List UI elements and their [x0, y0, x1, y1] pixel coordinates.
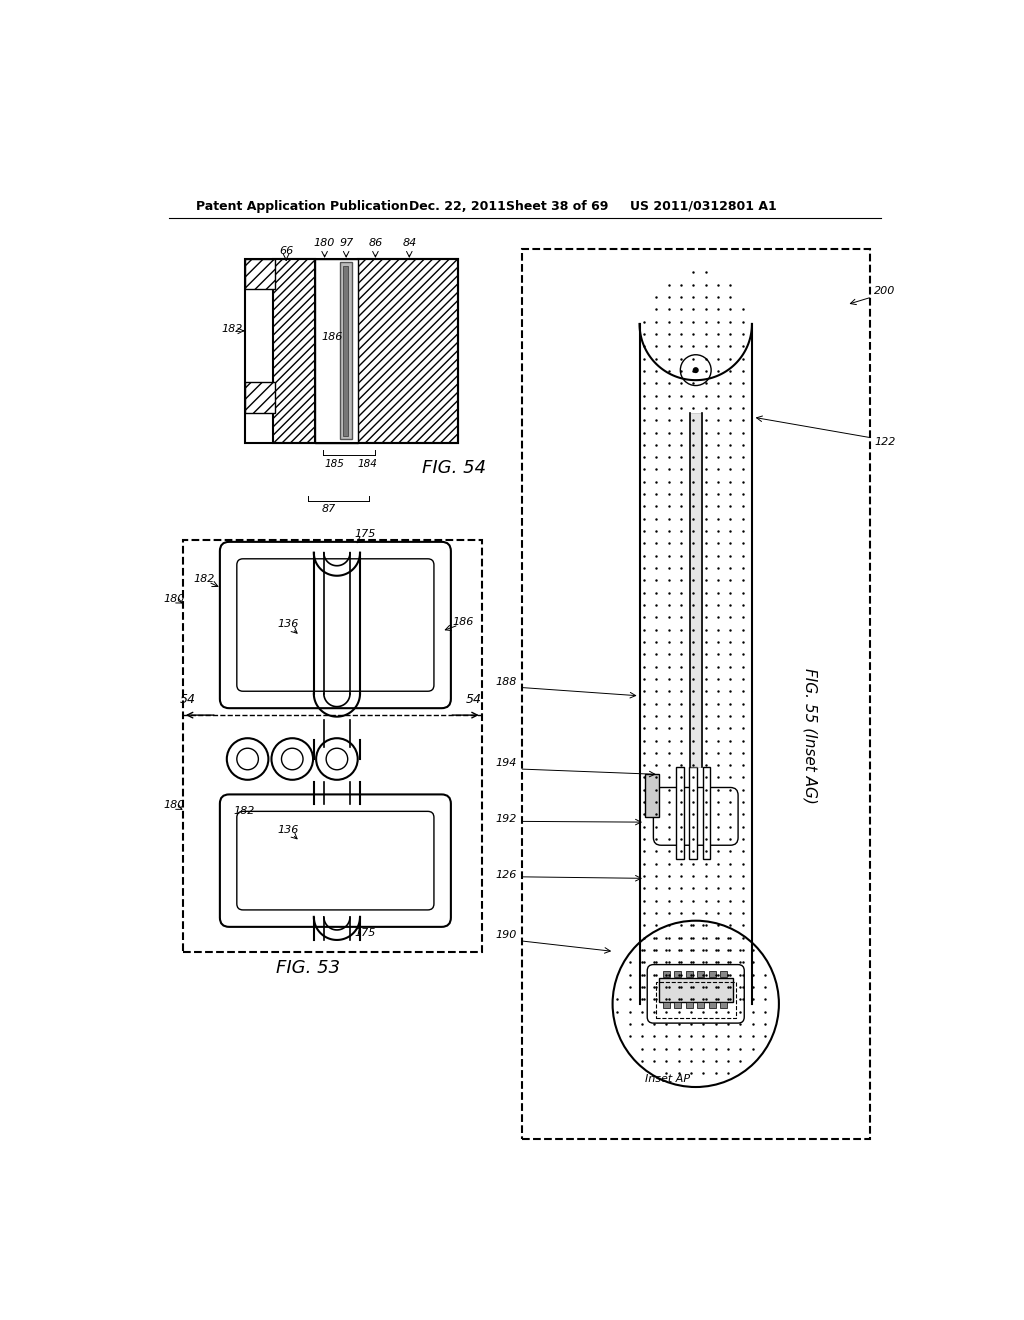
Text: 87: 87	[323, 504, 336, 513]
Bar	[663, 970, 670, 977]
Text: 54: 54	[466, 693, 482, 706]
Bar	[245, 259, 458, 444]
Text: 192: 192	[496, 814, 517, 824]
Bar	[521, 249, 869, 1139]
Text: 136: 136	[278, 619, 299, 630]
Bar	[357, 259, 458, 444]
Bar	[663, 1002, 670, 1007]
Bar	[658, 978, 733, 1002]
Text: 84: 84	[402, 238, 417, 248]
Bar	[343, 267, 348, 436]
Text: 97: 97	[339, 238, 353, 248]
Text: 122: 122	[874, 437, 896, 446]
Text: 185: 185	[325, 459, 344, 469]
Text: Inset AP: Inset AP	[645, 1073, 690, 1084]
Bar	[674, 1002, 681, 1007]
Text: Sheet 38 of 69: Sheet 38 of 69	[506, 199, 608, 213]
Text: 200: 200	[874, 286, 896, 296]
Text: 186: 186	[322, 333, 343, 342]
Circle shape	[680, 355, 711, 385]
Text: 66: 66	[279, 246, 293, 256]
Text: 194: 194	[496, 758, 517, 768]
Bar	[315, 259, 357, 444]
Text: 126: 126	[496, 870, 517, 879]
Text: 180: 180	[314, 238, 335, 248]
Bar	[273, 259, 315, 444]
Text: 188: 188	[496, 677, 517, 686]
Text: US 2011/0312801 A1: US 2011/0312801 A1	[630, 199, 776, 213]
Bar	[674, 970, 681, 977]
Text: FIG. 54: FIG. 54	[422, 459, 485, 477]
Text: 136: 136	[278, 825, 299, 834]
Bar	[709, 970, 716, 977]
Text: FIG. 55 (Inset AG): FIG. 55 (Inset AG)	[802, 668, 817, 804]
Text: 182: 182	[193, 574, 214, 583]
Bar	[697, 1002, 705, 1007]
Circle shape	[693, 368, 698, 372]
Text: Patent Application Publication: Patent Application Publication	[196, 199, 409, 213]
Text: 182: 182	[233, 807, 255, 816]
Text: 54: 54	[179, 693, 196, 706]
Text: 86: 86	[369, 238, 383, 248]
Bar	[686, 1002, 692, 1007]
Bar	[340, 263, 351, 440]
Bar	[720, 1002, 727, 1007]
Text: 180: 180	[163, 594, 184, 603]
Text: 180: 180	[163, 800, 184, 810]
Bar	[709, 1002, 716, 1007]
Bar	[702, 767, 711, 859]
Bar	[245, 259, 275, 289]
Text: FIG. 53: FIG. 53	[275, 960, 340, 977]
Text: 184: 184	[357, 459, 378, 469]
Bar	[689, 767, 696, 859]
Bar	[689, 413, 701, 767]
Bar	[645, 775, 658, 817]
FancyBboxPatch shape	[653, 788, 738, 845]
Text: 186: 186	[453, 616, 474, 627]
Text: 175: 175	[354, 529, 376, 539]
Text: Dec. 22, 2011: Dec. 22, 2011	[410, 199, 506, 213]
Bar	[677, 767, 684, 859]
Text: 175: 175	[354, 928, 376, 939]
Bar	[686, 970, 692, 977]
Bar	[697, 970, 705, 977]
Bar	[720, 970, 727, 977]
Text: 182: 182	[221, 325, 243, 334]
Bar	[245, 381, 275, 412]
Bar	[655, 982, 736, 1019]
Bar	[183, 540, 481, 952]
Text: 190: 190	[496, 929, 517, 940]
